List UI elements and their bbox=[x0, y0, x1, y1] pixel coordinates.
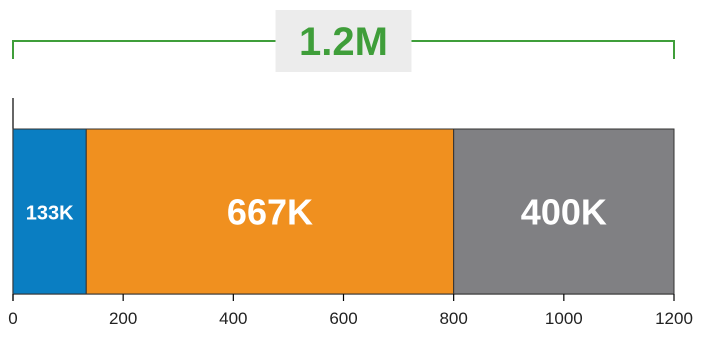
x-axis-ticks: 0 200 400 600 800 1000 1200 bbox=[8, 294, 693, 328]
x-tick-label-1: 200 bbox=[109, 309, 137, 328]
bar-segments: 133K 667K 400K bbox=[12, 128, 675, 295]
bracket-left-line bbox=[12, 40, 276, 59]
bar-segment-label-0: 133K bbox=[26, 203, 74, 225]
x-tick-label-2: 400 bbox=[219, 309, 247, 328]
bar-segment-label-2: 400K bbox=[521, 192, 607, 233]
bar-segment-2 bbox=[453, 128, 675, 295]
x-tick-label-3: 600 bbox=[329, 309, 357, 328]
bar-segment-label-1: 667K bbox=[227, 192, 313, 233]
bracket-right-line bbox=[411, 40, 675, 59]
x-tick-label-5: 1000 bbox=[545, 309, 583, 328]
total-label: 1.2M bbox=[299, 20, 388, 64]
bar-segment-0 bbox=[12, 128, 87, 295]
total-label-box bbox=[275, 10, 412, 72]
x-tick-label-6: 1200 bbox=[655, 309, 693, 328]
bar-segment-1 bbox=[85, 128, 455, 295]
total-bracket: 1.2M bbox=[12, 10, 675, 72]
x-tick-label-4: 800 bbox=[439, 309, 467, 328]
x-tick-label-0: 0 bbox=[8, 309, 17, 328]
